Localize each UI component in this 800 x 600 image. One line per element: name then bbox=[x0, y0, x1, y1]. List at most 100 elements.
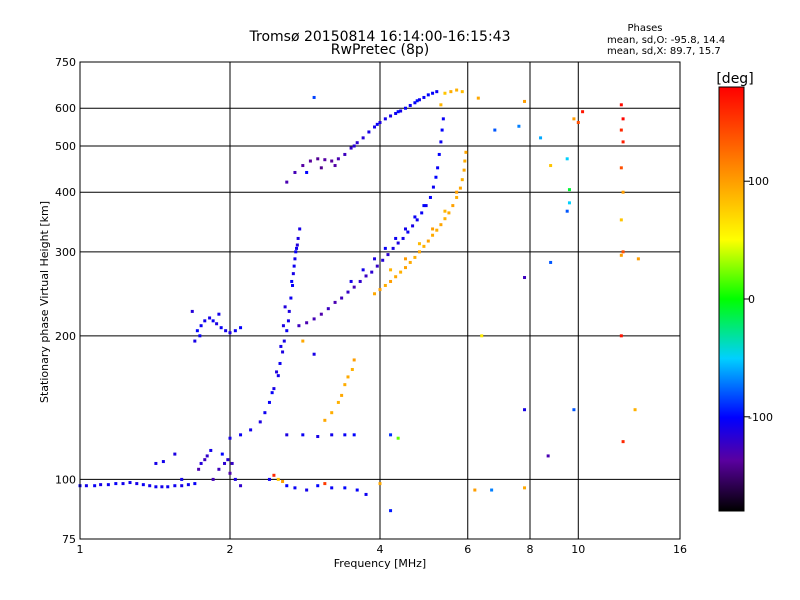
data-point bbox=[114, 482, 118, 486]
data-point bbox=[415, 218, 419, 222]
data-point bbox=[422, 244, 426, 248]
data-point bbox=[291, 272, 295, 276]
data-point bbox=[367, 130, 371, 134]
data-point bbox=[295, 246, 299, 250]
data-point bbox=[420, 211, 424, 215]
data-point bbox=[301, 164, 305, 168]
data-point bbox=[193, 482, 197, 486]
data-point bbox=[396, 436, 400, 440]
data-point bbox=[319, 166, 323, 170]
data-point bbox=[346, 290, 350, 294]
data-point bbox=[290, 279, 294, 283]
data-point bbox=[305, 321, 309, 325]
data-point bbox=[619, 218, 623, 222]
data-point bbox=[383, 246, 387, 250]
data-point bbox=[308, 159, 312, 163]
data-point bbox=[383, 283, 387, 287]
data-point bbox=[567, 201, 571, 205]
data-point bbox=[546, 454, 550, 458]
data-point bbox=[270, 391, 274, 395]
data-point bbox=[422, 204, 426, 208]
data-point bbox=[621, 140, 625, 144]
data-point bbox=[451, 204, 455, 208]
data-point bbox=[275, 370, 279, 374]
data-point bbox=[291, 283, 295, 287]
data-point bbox=[233, 329, 237, 333]
data-point bbox=[391, 246, 395, 250]
data-point bbox=[330, 411, 334, 415]
data-point bbox=[319, 312, 323, 316]
data-point bbox=[389, 114, 393, 118]
data-point bbox=[572, 117, 576, 121]
data-point bbox=[330, 433, 334, 437]
data-point bbox=[621, 190, 625, 194]
data-point bbox=[361, 268, 365, 272]
data-point bbox=[565, 209, 569, 213]
data-point bbox=[349, 279, 353, 283]
data-point bbox=[619, 103, 623, 107]
data-point bbox=[408, 103, 412, 107]
x-tick-label: 6 bbox=[464, 543, 471, 556]
data-point bbox=[413, 255, 417, 259]
data-point bbox=[396, 110, 400, 114]
data-point bbox=[323, 418, 327, 422]
data-point bbox=[381, 258, 385, 262]
data-point bbox=[333, 300, 337, 304]
y-tick-labels: 75 100 200 300 400 500 600 750 bbox=[55, 56, 76, 546]
data-point bbox=[281, 324, 285, 328]
data-point bbox=[361, 136, 365, 140]
y-tick-label: 200 bbox=[55, 330, 76, 343]
data-point bbox=[258, 420, 262, 424]
data-point bbox=[428, 195, 432, 199]
data-point bbox=[443, 217, 447, 221]
data-point bbox=[286, 319, 290, 323]
data-point bbox=[523, 99, 527, 103]
data-point bbox=[619, 128, 623, 132]
data-point bbox=[301, 433, 305, 437]
data-point bbox=[312, 352, 316, 356]
data-point bbox=[305, 170, 309, 174]
data-point bbox=[523, 408, 527, 412]
data-point bbox=[211, 477, 215, 481]
data-point bbox=[190, 309, 194, 313]
data-point bbox=[460, 90, 464, 94]
data-point bbox=[208, 316, 212, 320]
data-point bbox=[383, 117, 387, 121]
colorbar-tick-label: 100 bbox=[748, 175, 769, 188]
data-point bbox=[282, 339, 286, 343]
data-point bbox=[343, 152, 347, 156]
data-point bbox=[455, 195, 459, 199]
y-tick-label: 750 bbox=[55, 56, 76, 69]
data-point bbox=[426, 93, 430, 97]
data-point bbox=[633, 408, 637, 412]
data-point bbox=[386, 253, 390, 257]
data-point bbox=[267, 400, 271, 404]
data-point bbox=[154, 485, 158, 489]
data-point bbox=[413, 101, 417, 105]
data-point bbox=[186, 483, 190, 487]
data-point bbox=[431, 233, 435, 237]
data-point bbox=[619, 334, 623, 338]
data-point bbox=[455, 88, 459, 92]
data-point bbox=[394, 111, 398, 115]
x-axis-label: Frequency [MHz] bbox=[334, 557, 426, 570]
data-point bbox=[352, 285, 356, 289]
grid-lines bbox=[80, 62, 680, 539]
data-point bbox=[226, 458, 230, 462]
x-tick-labels: 1 2 4 6 8 10 16 bbox=[77, 543, 688, 556]
data-point bbox=[424, 204, 428, 208]
data-point bbox=[323, 158, 327, 162]
data-point bbox=[292, 264, 296, 268]
x-tick-label: 10 bbox=[571, 543, 585, 556]
colorbar-tick-label: 0 bbox=[748, 293, 755, 306]
data-point bbox=[406, 230, 410, 234]
data-point bbox=[549, 260, 553, 264]
data-point bbox=[539, 136, 543, 140]
data-point bbox=[336, 400, 340, 404]
y-tick-label: 300 bbox=[55, 246, 76, 259]
data-point bbox=[449, 90, 453, 94]
data-point bbox=[279, 344, 283, 348]
data-point bbox=[373, 257, 377, 261]
data-point bbox=[219, 326, 223, 330]
